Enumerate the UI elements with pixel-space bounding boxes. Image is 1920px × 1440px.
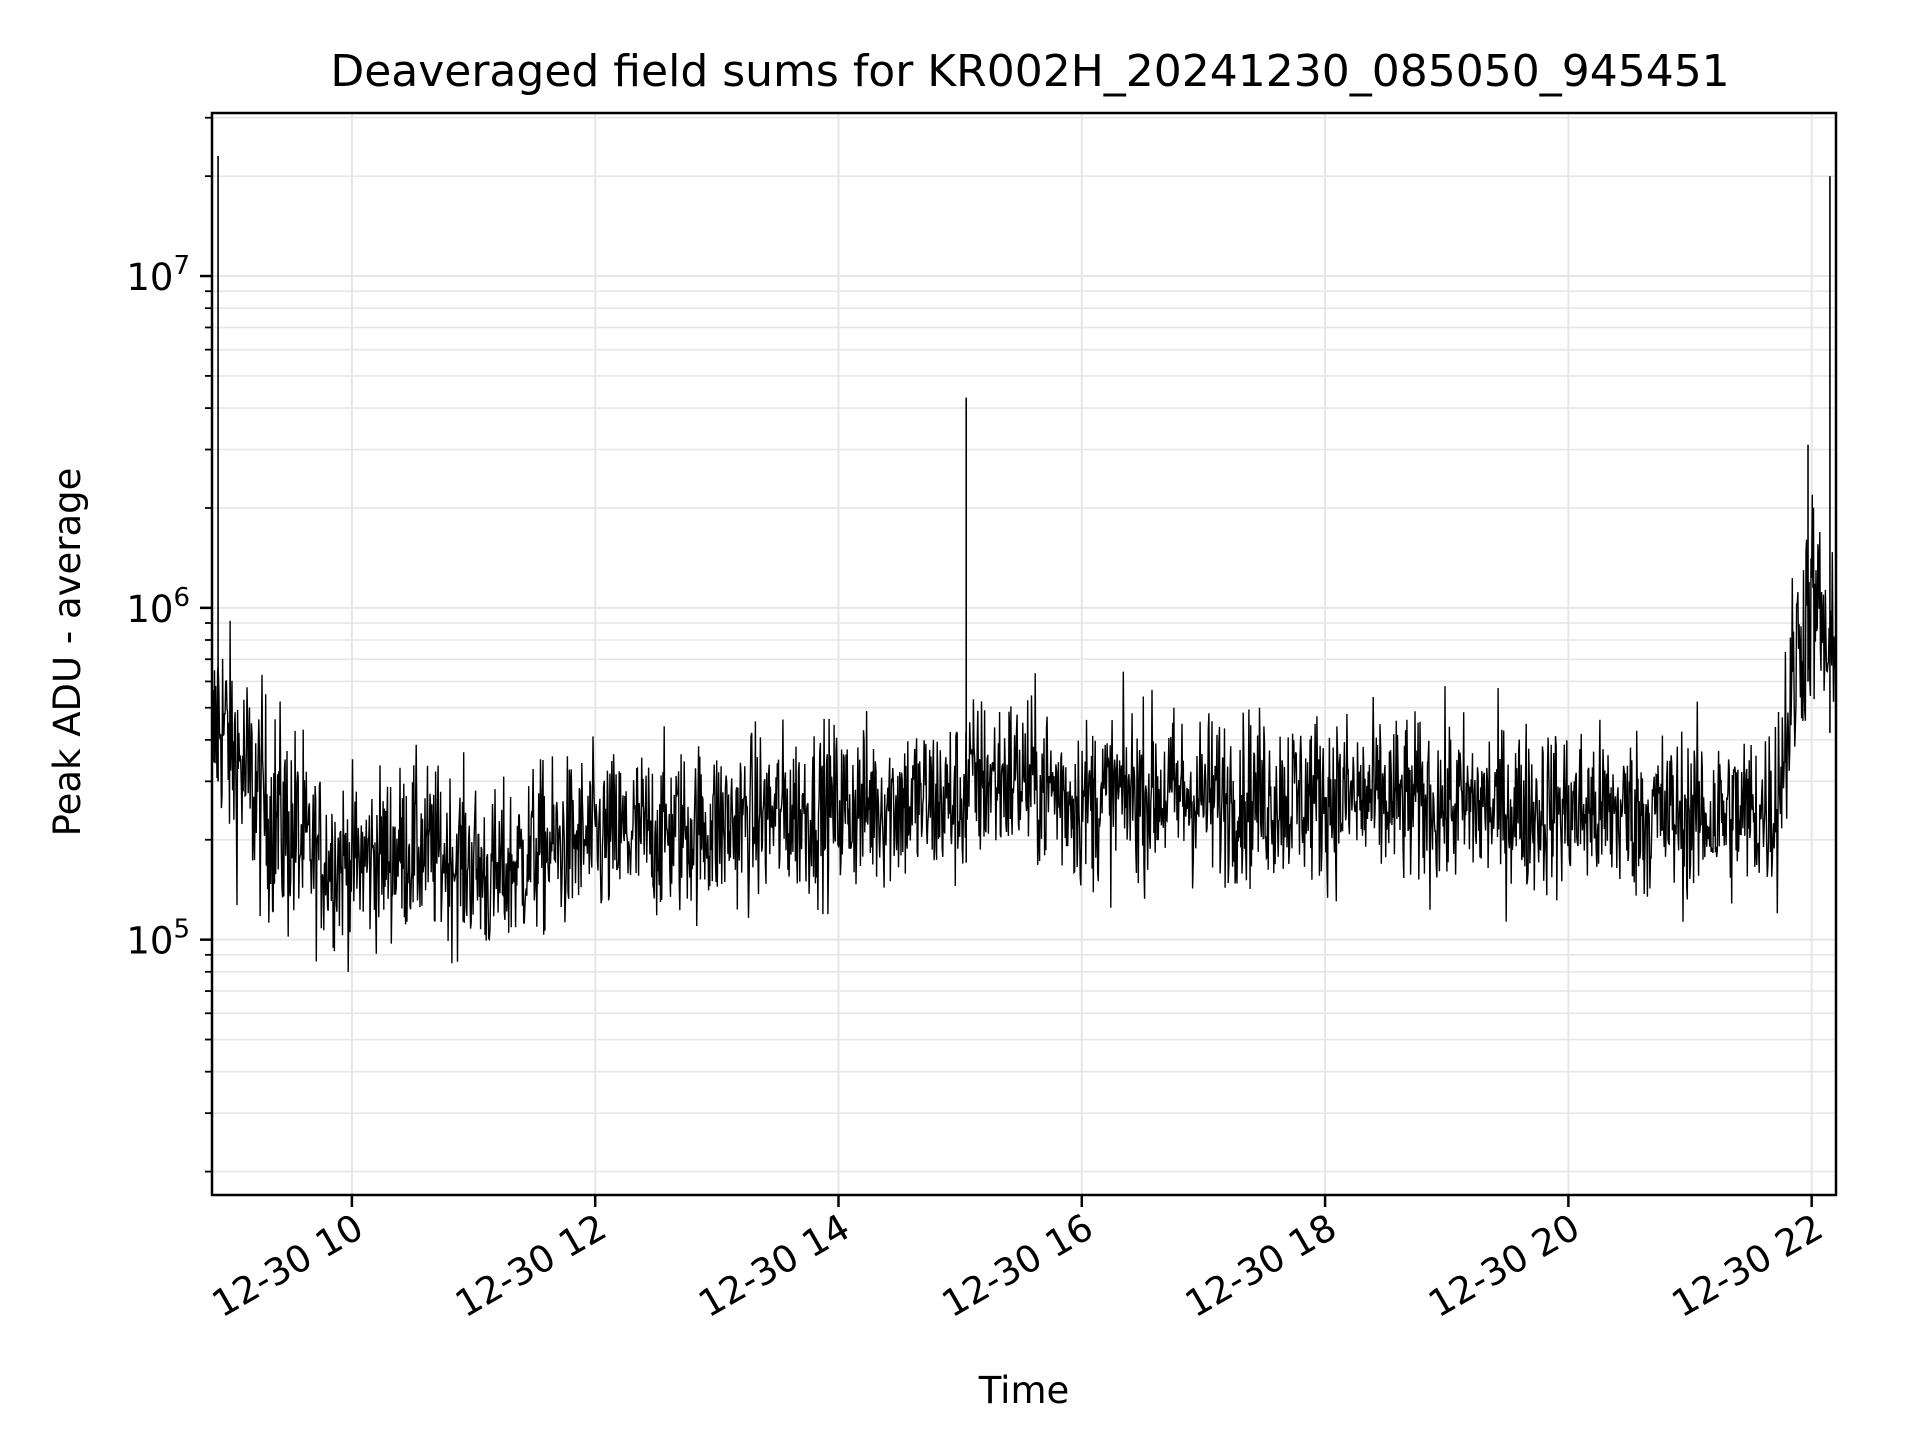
series-line	[211, 494, 1837, 972]
y-axis: 105 106 107	[126, 116, 212, 1173]
series-layer	[211, 156, 1837, 972]
y-tick-label: 106	[126, 583, 190, 631]
y-tick-label: 105	[126, 915, 190, 963]
chart-title: Deaveraged field sums for KR002H_2024123…	[330, 46, 1729, 97]
y-tick-label: 107	[126, 251, 190, 299]
plot-frame	[210, 111, 1838, 1197]
y-axis-label: Peak ADU - average	[46, 468, 89, 837]
x-axis-label: Time	[978, 1369, 1070, 1412]
